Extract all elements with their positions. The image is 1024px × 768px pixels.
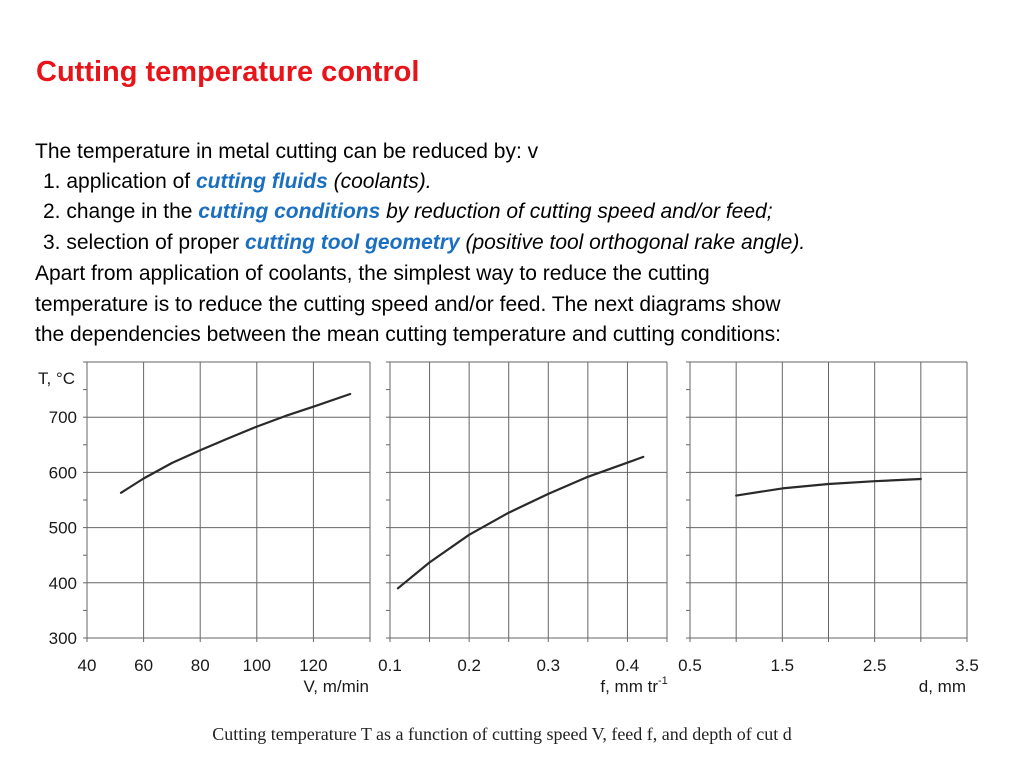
- chart-1-series-line: [119, 392, 352, 494]
- keyword-cutting-tool-geometry: cutting tool geometry: [244, 231, 460, 254]
- chart-3-series-line: [735, 477, 922, 497]
- chart-3-xlabel: d, mm: [919, 677, 966, 696]
- list-item-3-suffix: (positive tool orthogonal rake angle).: [459, 231, 806, 254]
- chart-2-xlabel-sup: -1: [658, 675, 668, 687]
- chart-2-xtick-label-0: 0.1: [378, 656, 402, 675]
- chart-1-ylabel: T, °C: [38, 369, 75, 388]
- chart-1-xtick-label-3: 100: [243, 656, 271, 675]
- keyword-cutting-fluids: cutting fluids: [195, 170, 328, 193]
- chart-3-xtick-label-2: 2.5: [863, 656, 887, 675]
- chart-1-ytick-label-0: 300: [49, 629, 77, 648]
- list-item-2-suffix: by reduction of cutting speed and/or fee…: [380, 200, 773, 223]
- chart-3-xtick-label-3: 3.5: [955, 656, 979, 675]
- slide-title: Cutting temperature control: [36, 56, 420, 88]
- list-item-3-prefix: 3. selection of proper: [43, 231, 245, 254]
- chart-1-ytick-label-4: 700: [49, 408, 77, 427]
- paragraph-line-1: Apart from application of coolants, the …: [35, 262, 710, 285]
- list-item-1-prefix: 1. application of: [43, 170, 196, 193]
- chart-3-xtick-label-0: 0.5: [678, 656, 702, 675]
- keyword-cutting-conditions: cutting conditions: [198, 200, 381, 223]
- chart-1-ytick-label-1: 400: [49, 574, 77, 593]
- chart-1-xtick-label-4: 120: [299, 656, 327, 675]
- paragraph-line-2: temperature is to reduce the cutting spe…: [35, 293, 781, 316]
- chart-2-xlabel: f, mm tr: [600, 677, 658, 696]
- list-item-1-suffix: (coolants).: [327, 170, 432, 193]
- chart-1-xtick-label-1: 60: [134, 656, 153, 675]
- list-item-2: 2. change in the cutting conditions by r…: [43, 197, 773, 227]
- intro-line: The temperature in metal cutting can be …: [35, 140, 539, 163]
- chart-1-ytick-label-3: 600: [49, 463, 77, 482]
- chart-1-xtick-label-2: 80: [191, 656, 210, 675]
- chart-2-xtick-label-3: 0.4: [616, 656, 640, 675]
- chart-2-xtick-label-2: 0.3: [536, 656, 560, 675]
- chart-3-xtick-label-1: 1.5: [771, 656, 795, 675]
- paragraph-line-3: the dependencies between the mean cuttin…: [35, 323, 782, 346]
- chart-2-series-line: [396, 455, 645, 590]
- figure-caption: Cutting temperature T as a function of c…: [212, 724, 792, 744]
- chart-1-xtick-label-0: 40: [78, 656, 97, 675]
- list-item-3: 3. selection of proper cutting tool geom…: [43, 228, 805, 258]
- chart-2-xtick-label-1: 0.2: [457, 656, 481, 675]
- list-item-1: 1. application of cutting fluids (coolan…: [43, 167, 432, 197]
- list-item-2-prefix: 2. change in the: [43, 200, 199, 223]
- chart-1-ytick-label-2: 500: [49, 519, 77, 538]
- chart-1-xlabel: V, m/min: [303, 677, 369, 696]
